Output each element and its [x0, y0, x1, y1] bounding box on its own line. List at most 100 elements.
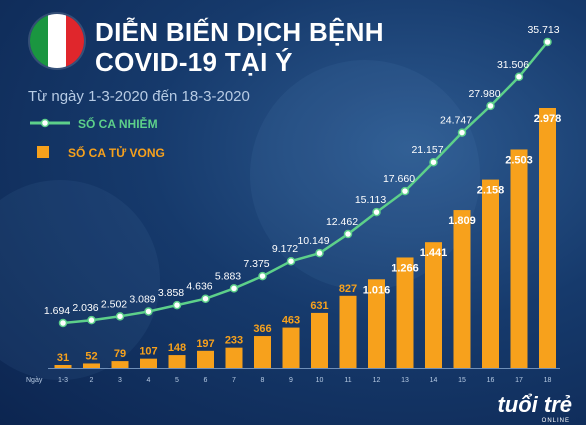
legend-deaths-label: SỐ CA TỬ VONG [68, 145, 165, 160]
death-bar [254, 336, 271, 368]
death-bar [339, 295, 357, 368]
cases-value-label: 3.089 [129, 293, 155, 305]
cases-point [172, 300, 182, 310]
x-tick-label: 9 [289, 377, 293, 384]
death-bar [510, 149, 528, 368]
cases-value-label: 21.157 [411, 144, 443, 156]
cases-point [429, 157, 438, 167]
cases-point [486, 101, 495, 111]
death-value-label: 52 [85, 350, 97, 362]
death-bar [425, 242, 442, 368]
cases-value-label: 10.149 [297, 235, 329, 247]
cases-point [315, 248, 324, 258]
death-value-label: 148 [168, 342, 186, 354]
legend-line-marker [40, 118, 50, 128]
death-bar [197, 350, 214, 368]
cases-value-label: 7.375 [243, 258, 269, 270]
x-tick-label: 5 [175, 377, 179, 384]
x-tick-label: 16 [487, 377, 495, 384]
cases-point [286, 256, 296, 266]
death-bar [539, 108, 556, 368]
x-tick-label: 13 [401, 377, 409, 384]
death-bar [225, 347, 243, 368]
x-tick-label: 3 [118, 377, 122, 384]
flag-stripe-green [30, 14, 48, 68]
death-value-label: 2.503 [505, 154, 533, 166]
cases-value-label: 31.506 [497, 59, 529, 71]
death-bar [368, 279, 385, 368]
cases-point [58, 318, 68, 328]
cases-value-label: 1.694 [44, 305, 70, 317]
death-bar [396, 257, 414, 368]
background-decoration [0, 180, 160, 380]
death-value-label: 233 [225, 335, 243, 347]
death-value-label: 79 [114, 348, 126, 360]
death-value-label: 2.978 [534, 113, 562, 125]
x-tick-label: 18 [544, 377, 552, 384]
title-line-2: COVID-19 TẠI Ý [95, 47, 293, 77]
x-tick-label: 14 [430, 377, 438, 384]
death-bar [111, 361, 129, 368]
cases-value-label: 3.858 [158, 287, 184, 299]
cases-point [201, 294, 210, 303]
italy-flag-icon [30, 14, 84, 68]
death-value-label: 631 [310, 300, 328, 312]
cases-point [372, 207, 381, 217]
subtitle: Từ ngày 1-3-2020 đến 18-3-2020 [28, 88, 250, 105]
cases-point [229, 284, 239, 293]
death-value-label: 31 [57, 352, 69, 364]
title-line-1: DIỄN BIẾN DỊCH BỆNH [95, 17, 384, 47]
tuoi-tre-logo: tuổi trẻ ONLINE [492, 386, 572, 425]
death-bar [83, 363, 100, 368]
cases-value-label: 4.636 [186, 281, 212, 293]
death-value-label: 197 [196, 338, 214, 350]
death-value-label: 366 [253, 323, 271, 335]
x-tick-label: 11 [344, 377, 351, 384]
death-value-label: 1.016 [363, 284, 391, 296]
death-bar [54, 365, 72, 368]
death-value-label: 463 [282, 315, 300, 327]
x-tick-label: 7 [232, 377, 236, 384]
cases-value-label: 2.036 [72, 302, 98, 314]
x-tick-label: 10 [316, 377, 324, 384]
x-tick-label: 1-3 [58, 377, 68, 384]
death-value-label: 107 [139, 346, 157, 358]
cases-point [457, 128, 467, 137]
death-bar [482, 179, 499, 368]
death-value-label: 827 [339, 283, 357, 295]
cases-value-label: 5.883 [215, 270, 241, 282]
death-bar [140, 358, 157, 368]
legend-bar-swatch [37, 146, 49, 158]
legend-cases-label: SỐ CA NHIỄM [78, 116, 158, 131]
cases-point [258, 271, 267, 281]
cases-value-label: 35.713 [527, 24, 559, 36]
cases-value-label: 2.502 [101, 298, 127, 310]
cases-value-label: 15.113 [355, 194, 386, 206]
cases-point [343, 229, 353, 239]
x-tick-label: 17 [515, 377, 523, 384]
x-tick-label: 4 [147, 377, 151, 384]
death-value-label: 1.441 [420, 247, 448, 259]
death-value-label: 1.266 [391, 262, 419, 274]
cases-value-label: 9.172 [272, 243, 298, 255]
x-tick-label: 12 [373, 377, 381, 384]
cases-value-label: 12.462 [326, 216, 358, 228]
death-value-label: 2.158 [477, 185, 505, 197]
x-axis-label: Ngày [26, 377, 43, 384]
cases-point [514, 72, 524, 82]
cases-point [543, 37, 552, 47]
cases-point [144, 307, 153, 316]
cases-point [400, 186, 410, 196]
cases-line [62, 41, 549, 325]
flag-stripe-red [66, 14, 84, 68]
cases-value-label: 24.747 [440, 115, 472, 127]
flag-stripe-white [48, 14, 66, 68]
death-bar [282, 327, 300, 368]
cases-point [115, 312, 125, 321]
logo-name: tuổi trẻ [497, 392, 572, 417]
cases-value-label: 27.980 [468, 88, 500, 100]
death-bar [168, 355, 186, 368]
x-tick-label: 15 [458, 377, 466, 384]
